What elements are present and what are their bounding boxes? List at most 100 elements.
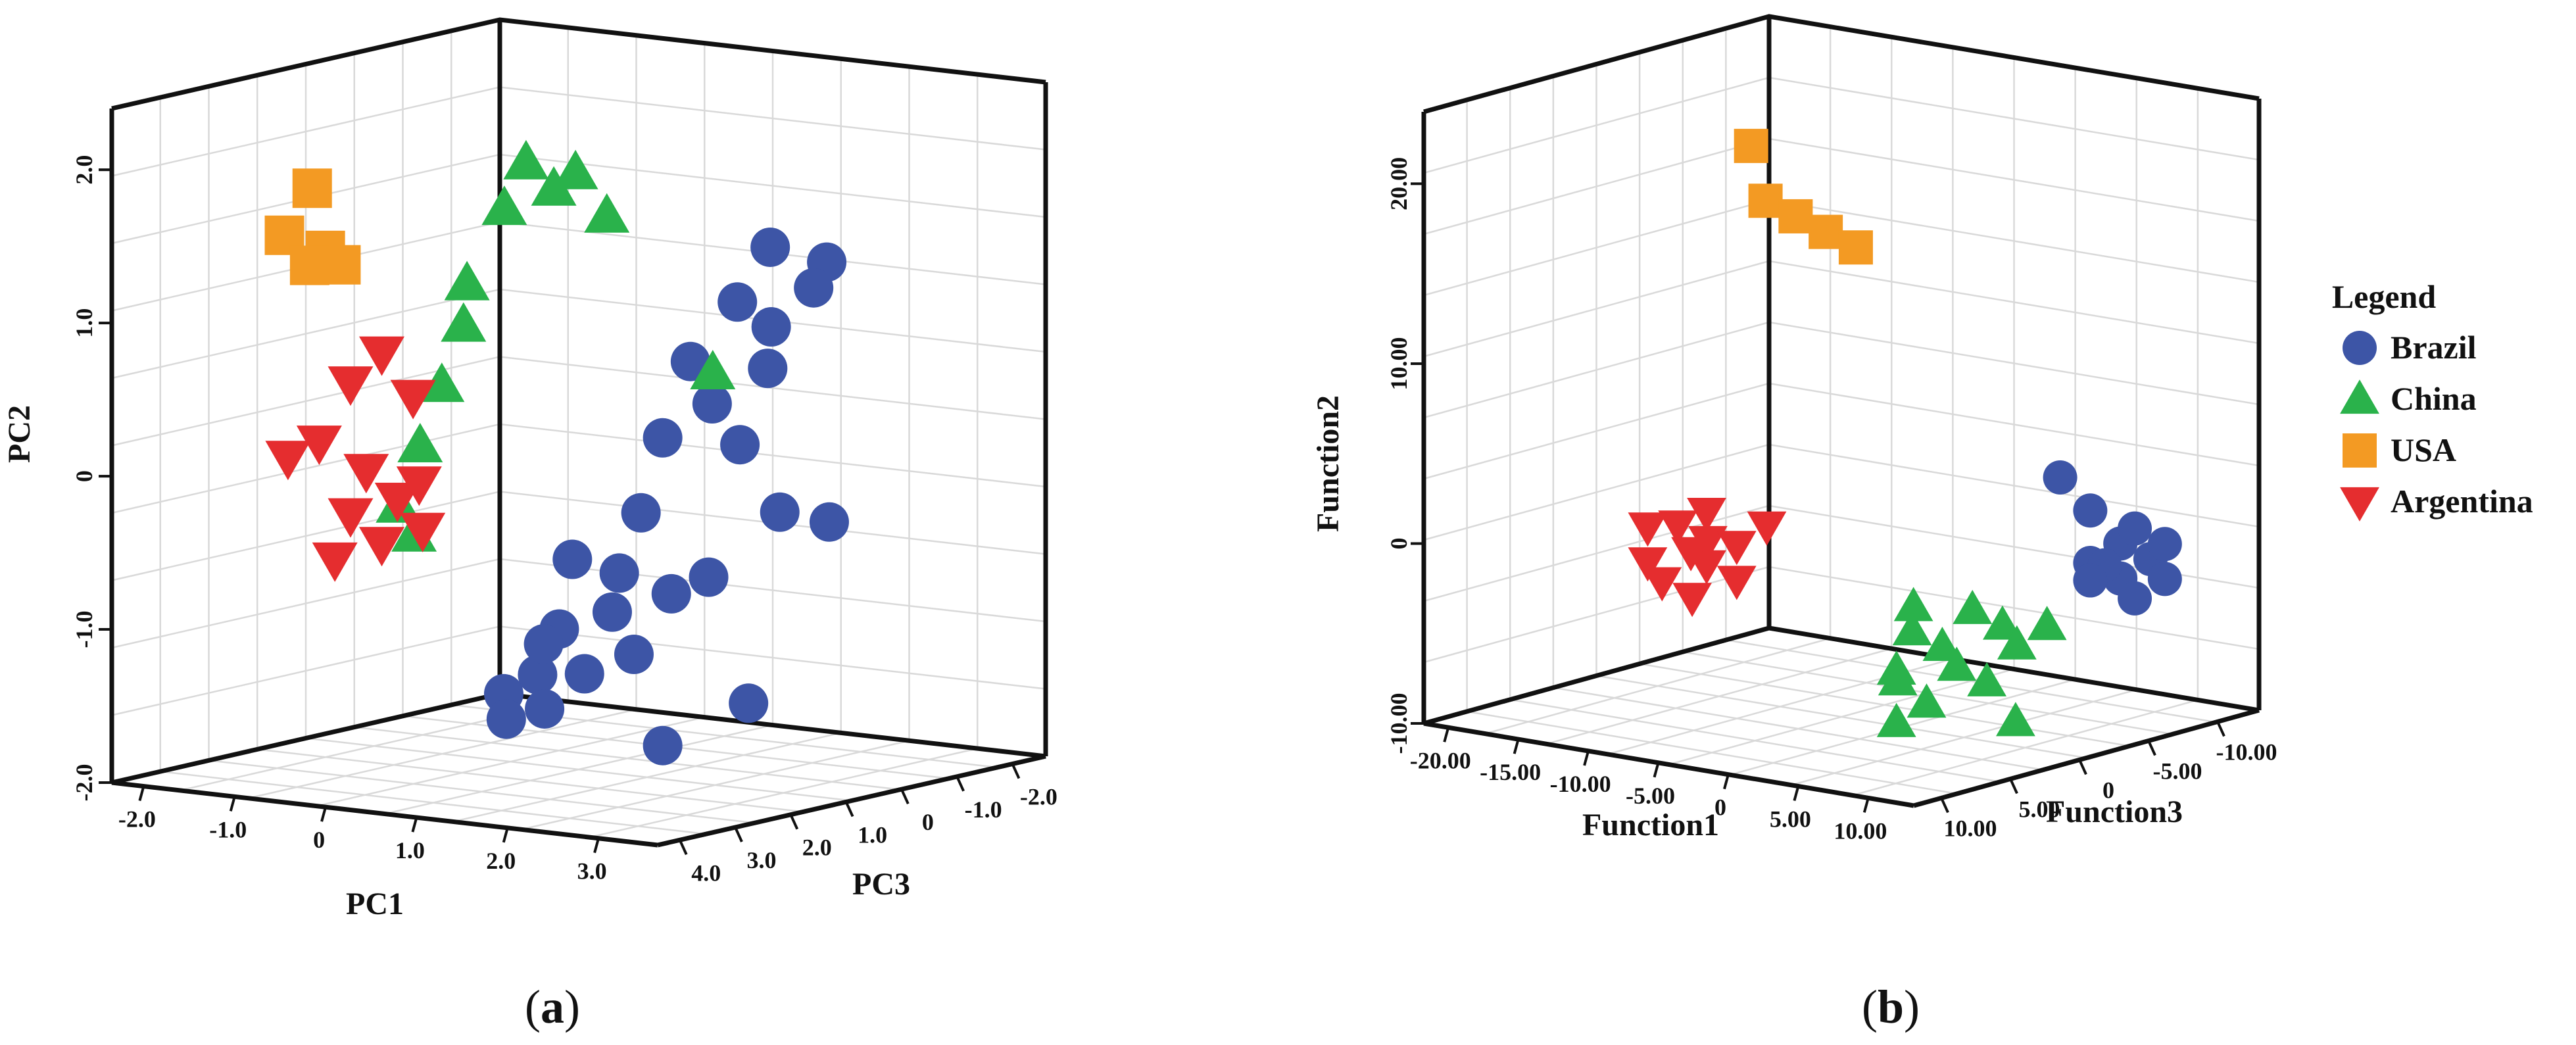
y-tick-label: 10.00 bbox=[1386, 337, 1412, 390]
argentina-point bbox=[328, 366, 374, 406]
legend-label-brazil: Brazil bbox=[2391, 329, 2477, 366]
x-tick-mark bbox=[320, 806, 328, 822]
floor-gridline bbox=[257, 748, 804, 813]
china-point bbox=[1892, 611, 1932, 646]
floor-gridline bbox=[1852, 699, 2199, 796]
legend-marker-argentina bbox=[2340, 487, 2379, 522]
z-tick-mark bbox=[2216, 721, 2225, 737]
brazil-point bbox=[614, 635, 654, 675]
argentina-point bbox=[396, 466, 442, 506]
china-point bbox=[481, 185, 527, 226]
brazil-point bbox=[689, 557, 729, 597]
china-point bbox=[419, 362, 465, 402]
z-tick-mark bbox=[844, 801, 854, 817]
floor-gridline bbox=[589, 747, 978, 838]
china-point bbox=[1953, 589, 1993, 624]
china-point bbox=[444, 260, 490, 301]
wall-gridline bbox=[111, 625, 500, 716]
x-tick-label: -10.00 bbox=[1550, 771, 1611, 797]
panel-b-plot: -20.00 -15.00 -10.00 -5.00 0 5.00 10.00 10.00 5.… bbox=[1311, 14, 2277, 844]
argentina-point bbox=[374, 483, 420, 522]
argentina-point bbox=[1658, 510, 1698, 545]
x-axis-title: PC1 bbox=[346, 887, 404, 921]
floor-gridline bbox=[208, 760, 755, 824]
y-axis-title: Function2 bbox=[1311, 395, 1346, 532]
brazil-point bbox=[552, 539, 593, 579]
y-tick-label: 0 bbox=[1386, 537, 1412, 549]
argentina-point bbox=[1642, 567, 1682, 602]
wall-gridline bbox=[1423, 321, 1770, 419]
wall-gridline bbox=[499, 423, 1046, 488]
wall-gridline bbox=[1423, 443, 1770, 541]
wall-gridline bbox=[1768, 443, 2260, 528]
x-tick-mark bbox=[138, 786, 145, 802]
china-point bbox=[1967, 662, 2006, 696]
argentina-point bbox=[1671, 537, 1711, 571]
brazil-point bbox=[750, 227, 790, 267]
x-tick-label: 0 bbox=[1714, 794, 1726, 821]
brazil-point bbox=[486, 699, 526, 739]
brazil-point bbox=[2073, 493, 2108, 528]
legend-marker-usa bbox=[2343, 433, 2377, 468]
china-point bbox=[2027, 606, 2067, 641]
x-tick-mark bbox=[1862, 797, 1870, 813]
panel-a-label: (a) bbox=[525, 981, 580, 1033]
z-tick-label: 2.0 bbox=[802, 835, 832, 861]
china-point bbox=[1997, 625, 2037, 660]
z-axis-title: PC3 bbox=[852, 867, 910, 902]
china-point bbox=[441, 302, 487, 342]
wall-gridline bbox=[499, 356, 1046, 420]
x-tick-mark bbox=[593, 838, 600, 854]
z-tick-mark bbox=[2078, 759, 2087, 775]
floor-gridline bbox=[1467, 710, 1957, 795]
argentina-point bbox=[1716, 566, 1757, 600]
wall-gridline bbox=[111, 86, 500, 177]
z-tick-mark bbox=[1011, 763, 1021, 779]
x-axis-title: Function1 bbox=[1582, 808, 1719, 842]
brazil-point bbox=[643, 725, 683, 766]
x-tick-mark bbox=[1513, 739, 1520, 754]
z-tick-label: 4.0 bbox=[691, 860, 721, 886]
brazil-point bbox=[748, 349, 788, 389]
z-tick-label: -1.0 bbox=[965, 796, 1002, 823]
z-tick-label: 0 bbox=[922, 809, 934, 835]
brazil-point bbox=[592, 592, 632, 632]
wall-gridline bbox=[1768, 382, 2260, 467]
wall-gridline bbox=[1423, 566, 1770, 664]
argentina-point bbox=[1628, 547, 1668, 582]
china-point bbox=[552, 149, 598, 189]
argentina-point bbox=[265, 441, 311, 481]
x-tick-label: -20.00 bbox=[1410, 747, 1471, 773]
china-point bbox=[1983, 605, 2022, 640]
china-point bbox=[1876, 702, 1916, 737]
brazil-point bbox=[523, 624, 564, 664]
wall-gridline bbox=[1768, 260, 2260, 345]
china-point bbox=[1907, 683, 1947, 718]
brazil-point bbox=[599, 553, 639, 593]
z-tick-label: -2.0 bbox=[1020, 784, 1057, 810]
z-tick-mark bbox=[1940, 797, 1949, 814]
brazil-point bbox=[670, 341, 710, 381]
china-point bbox=[503, 139, 549, 180]
x-axis-line bbox=[111, 780, 658, 848]
china-point bbox=[584, 193, 630, 233]
x-tick-mark bbox=[502, 827, 509, 843]
wall-gridline bbox=[499, 558, 1046, 623]
x-tick-label: 10.00 bbox=[1834, 817, 1887, 844]
argentina-point bbox=[312, 542, 358, 582]
x-tick-label: -2.0 bbox=[118, 806, 156, 833]
x-tick-mark bbox=[1443, 727, 1450, 742]
y-tick-label: -1.0 bbox=[71, 611, 97, 648]
legend-marker-china bbox=[2340, 379, 2379, 414]
z-tick-label: 10.00 bbox=[1944, 815, 1997, 841]
wall-gridline bbox=[111, 558, 500, 649]
z-axis-line bbox=[657, 754, 1046, 848]
x-tick-mark bbox=[229, 796, 236, 812]
argentina-point bbox=[390, 379, 436, 420]
wall-gridline bbox=[499, 625, 1046, 690]
brazil-point bbox=[518, 654, 558, 694]
argentina-point bbox=[400, 512, 446, 552]
legend-label-argentina: Argentina bbox=[2391, 483, 2533, 520]
brazil-point bbox=[643, 418, 683, 458]
argentina-point bbox=[1687, 498, 1726, 532]
